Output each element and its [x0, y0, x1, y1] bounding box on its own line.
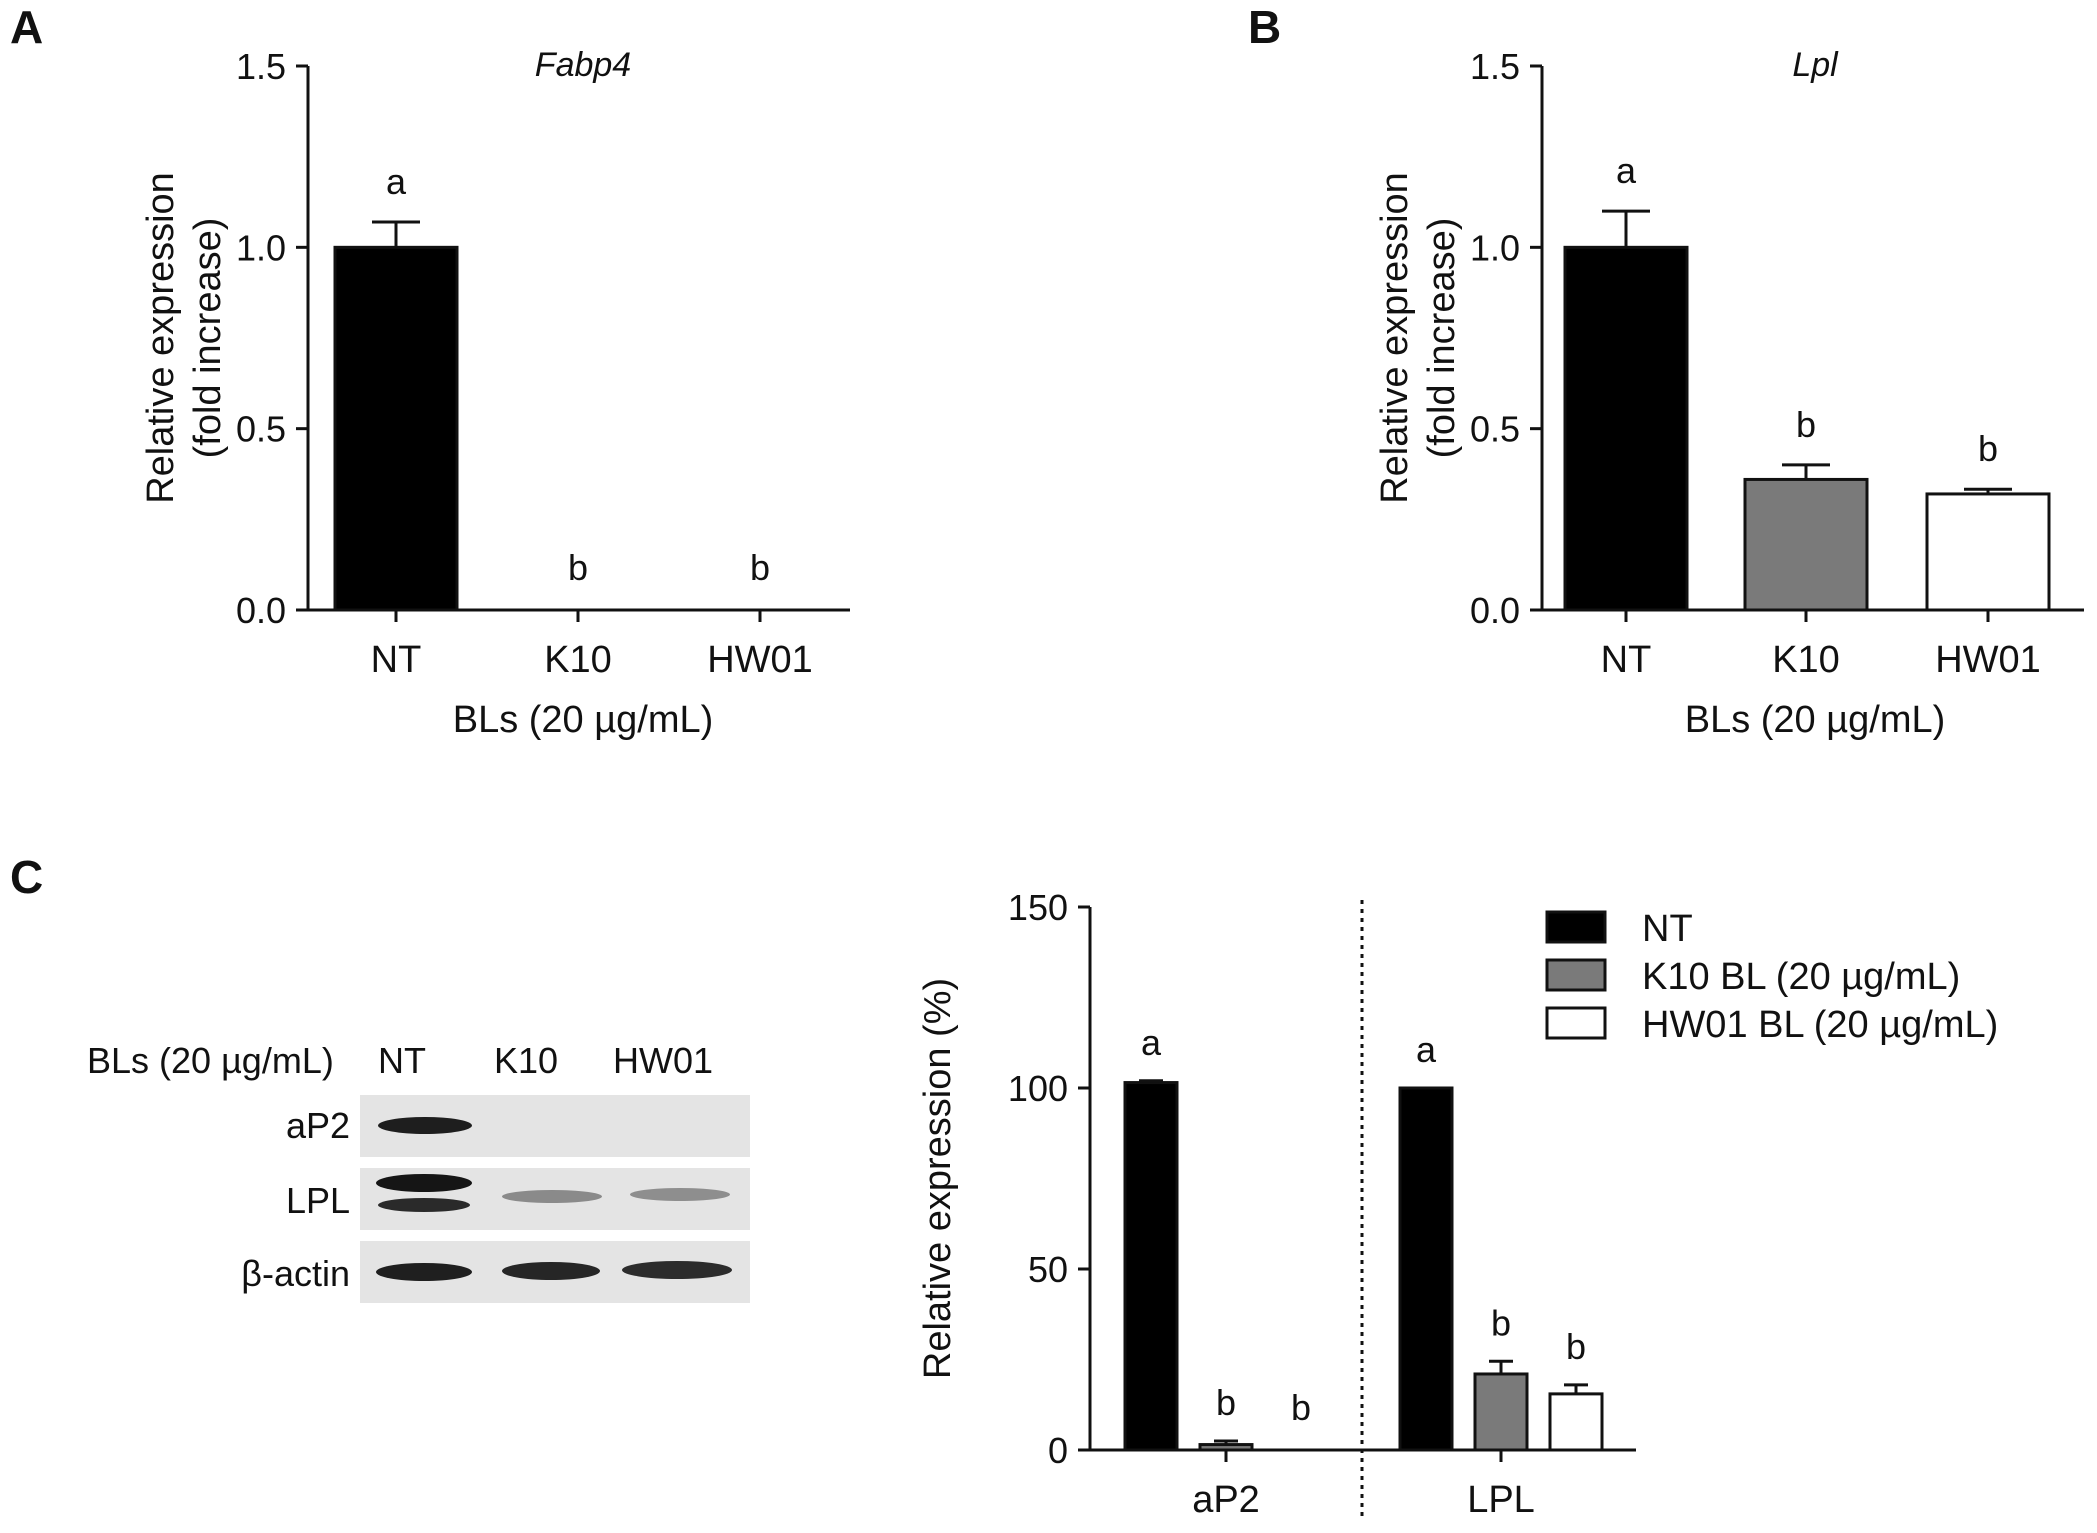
- chart-c-bar-ap2-0: [1123, 1081, 1179, 1452]
- chart-b-ylabel-line1: Relative expression: [1374, 172, 1416, 504]
- chart-b-title: Lpl: [1792, 46, 1839, 84]
- chart-a-xtick-label-hw01: HW01: [707, 639, 813, 681]
- chart-a-title: Fabp4: [535, 46, 631, 84]
- band-lpl-nt-lower: [378, 1198, 470, 1212]
- chart-a-xlabel: BLs (20 µg/mL): [453, 699, 714, 741]
- chart-c-bar-lpl-1: [1473, 1372, 1529, 1452]
- blot-strip-lpl: [360, 1168, 750, 1230]
- chart-b-xtick-label-k10: K10: [1772, 639, 1840, 681]
- chart-c-ylabel: Relative expression (%): [917, 978, 959, 1379]
- chart-a-ytick-label: 0.0: [236, 590, 286, 631]
- chart-c-legend-label-2: HW01 BL (20 µg/mL): [1642, 1004, 1998, 1046]
- chart-b-sig-k10: b: [1796, 404, 1816, 445]
- chart-a-ytick-label: 1.5: [236, 46, 286, 87]
- chart-c-ytick-label: 150: [1008, 887, 1068, 928]
- chart-b-ylabel-line2: (fold increase): [1421, 218, 1463, 459]
- chart-a-xtick-label-nt: NT: [371, 639, 422, 681]
- band-actin-k10: [502, 1262, 600, 1280]
- band-actin-hw01: [622, 1261, 732, 1279]
- blot-row-label-beta-actin: β-actin: [241, 1253, 350, 1294]
- chart-a-xtick-label-k10: K10: [544, 639, 612, 681]
- blot-row-label-lpl: LPL: [285, 1180, 350, 1221]
- chart-b-xtick-label-hw01: HW01: [1935, 639, 2041, 681]
- band-ap2-nt: [378, 1117, 472, 1134]
- chart-b-ytick-label: 0.0: [1470, 590, 1520, 631]
- chart-a-ylabel-line1: Relative expression: [140, 172, 182, 504]
- chart-a-sig-nt: a: [386, 161, 407, 202]
- chart-c-ytick-label: 0: [1048, 1430, 1068, 1471]
- chart-c-sig: b: [1216, 1382, 1236, 1423]
- chart-c-bar-ap2-1: [1198, 1443, 1254, 1452]
- chart-b-bar-nt: [1563, 245, 1689, 612]
- band-lpl-k10: [502, 1190, 602, 1203]
- chart-b-ytick-label: 0.5: [1470, 409, 1520, 450]
- blot-header-label: BLs (20 µg/mL): [87, 1040, 334, 1081]
- chart-c-legend-label-1: K10 BL (20 µg/mL): [1642, 956, 1960, 998]
- panel-letter-c: C: [10, 851, 44, 903]
- chart-a-ytick-label: 1.0: [236, 227, 286, 268]
- chart-a-sig-hw01: b: [750, 547, 770, 588]
- band-lpl-nt-upper: [376, 1174, 472, 1192]
- chart-b-xtick-label-nt: NT: [1601, 639, 1652, 681]
- chart-c-sig: b: [1566, 1326, 1586, 1367]
- chart-b-xlabel: BLs (20 µg/mL): [1685, 699, 1946, 741]
- blot-strip-ap2: [360, 1095, 750, 1157]
- chart-c-legend-swatch-1: [1545, 958, 1607, 992]
- blot-lane-hw01: HW01: [613, 1040, 714, 1081]
- chart-b-ytick-label: 1.0: [1470, 227, 1520, 268]
- blot-strip-beta-actin: [360, 1241, 750, 1303]
- band-lpl-hw01: [630, 1188, 730, 1201]
- chart-c-ytick-label: 100: [1008, 1068, 1068, 1109]
- chart-b-bar-hw01: [1925, 492, 2051, 612]
- chart-b-sig-hw01: b: [1978, 428, 1998, 469]
- band-actin-nt: [376, 1263, 472, 1281]
- chart-c-bar-lpl-0: [1398, 1086, 1454, 1452]
- blot-lane-k10: K10: [494, 1040, 559, 1081]
- chart-c-sig: a: [1141, 1022, 1162, 1063]
- chart-a-ylabel-line2: (fold increase): [187, 218, 229, 459]
- chart-c-sig: b: [1491, 1302, 1511, 1343]
- chart-c-xtick-label-ap2: aP2: [1192, 1479, 1260, 1521]
- blot-lane-nt: NT: [378, 1040, 426, 1081]
- chart-c-sig: a: [1416, 1029, 1437, 1070]
- chart-c-bar-lpl-2: [1548, 1392, 1604, 1452]
- chart-c-legend-swatch-2: [1545, 1006, 1607, 1040]
- chart-b-bar-k10: [1743, 477, 1869, 612]
- chart-c-legend-swatch-0: [1545, 910, 1607, 944]
- chart-a-sig-k10: b: [568, 547, 588, 588]
- chart-c-sig: b: [1291, 1387, 1311, 1428]
- chart-b-sig-nt: a: [1616, 150, 1637, 191]
- blot-row-label-ap2: aP2: [285, 1105, 350, 1146]
- chart-a-bar-nt: [333, 245, 459, 612]
- chart-c-ytick-label: 50: [1028, 1249, 1068, 1290]
- chart-a-ytick-label: 0.5: [236, 409, 286, 450]
- panel-letter-b: B: [1248, 1, 1282, 53]
- chart-c-xtick-label-lpl: LPL: [1467, 1479, 1535, 1521]
- chart-c-legend-label-0: NT: [1642, 908, 1693, 950]
- chart-b-ytick-label: 1.5: [1470, 46, 1520, 87]
- panel-letter-a: A: [10, 1, 44, 53]
